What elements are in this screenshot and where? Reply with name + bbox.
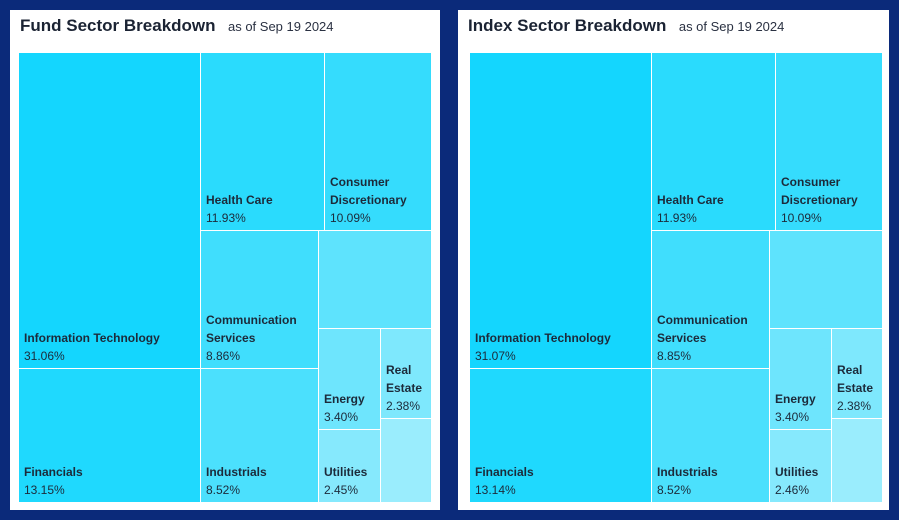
fund-sector-panel: Fund Sector Breakdown as of Sep 19 2024 … — [10, 10, 440, 510]
fund-treemap: Information Technology 31.06% Financials 13… — [19, 53, 432, 503]
tile-financials[interactable]: Financials 13.15% — [19, 369, 201, 503]
tile-unlabeled[interactable] — [832, 419, 883, 503]
sector-name: Real Estate — [386, 363, 423, 395]
tile-information-technology[interactable]: Information Technology 31.06% — [19, 53, 201, 369]
tile-information-technology[interactable]: Information Technology 31.07% — [470, 53, 652, 369]
panel-header: Index Sector Breakdown as of Sep 19 2024 — [468, 16, 784, 36]
tile-label: Industrials 8.52% — [206, 463, 267, 499]
sector-weight: 2.46% — [775, 483, 810, 497]
tile-utilities[interactable]: Utilities 2.45% — [319, 430, 381, 503]
tile-label: Financials 13.15% — [24, 463, 83, 499]
sector-name: Financials — [475, 465, 534, 479]
tile-label: Health Care 11.93% — [657, 191, 724, 227]
tile-energy[interactable]: Energy 3.40% — [319, 329, 381, 430]
sector-weight: 11.93% — [657, 211, 697, 225]
sector-name: Communication Services — [657, 313, 748, 345]
tile-label: Consumer Discretionary 10.09% — [781, 173, 882, 227]
tile-industrials[interactable]: Industrials 8.52% — [652, 369, 770, 503]
tile-label: Energy 3.40% — [775, 390, 816, 426]
tile-label: Consumer Discretionary 10.09% — [330, 173, 431, 227]
tile-label: Communication Services 8.86% — [206, 311, 318, 365]
sector-name: Industrials — [206, 465, 267, 479]
tile-unlabeled[interactable] — [770, 231, 883, 329]
tile-label: Information Technology 31.07% — [475, 329, 611, 365]
sector-name: Financials — [24, 465, 83, 479]
sector-name: Communication Services — [206, 313, 297, 345]
tile-consumer-discretionary[interactable]: Consumer Discretionary 10.09% — [776, 53, 883, 231]
index-treemap: Information Technology 31.07% Financials 13… — [470, 53, 883, 503]
sector-name: Health Care — [206, 193, 273, 207]
panel-title: Index Sector Breakdown — [468, 16, 667, 35]
sector-name: Consumer Discretionary — [781, 175, 858, 207]
sector-name: Real Estate — [837, 363, 874, 395]
sector-name: Industrials — [657, 465, 718, 479]
tile-label: Health Care 11.93% — [206, 191, 273, 227]
tile-label: Utilities 2.45% — [324, 463, 367, 499]
sector-weight: 8.85% — [657, 349, 692, 363]
sector-weight: 3.40% — [324, 410, 359, 424]
panel-date: as of Sep 19 2024 — [227, 19, 334, 34]
sector-weight: 10.09% — [330, 211, 371, 225]
tile-industrials[interactable]: Industrials 8.52% — [201, 369, 319, 503]
tile-communication-services[interactable]: Communication Services 8.86% — [201, 231, 319, 369]
sector-weight: 8.52% — [657, 483, 692, 497]
index-sector-panel: Index Sector Breakdown as of Sep 19 2024… — [458, 10, 889, 510]
tile-communication-services[interactable]: Communication Services 8.85% — [652, 231, 770, 369]
sector-weight: 31.07% — [475, 349, 516, 363]
sector-weight: 2.45% — [324, 483, 359, 497]
sector-weight: 2.38% — [837, 399, 872, 413]
sector-name: Consumer Discretionary — [330, 175, 407, 207]
sector-weight: 11.93% — [206, 211, 246, 225]
sector-name: Energy — [775, 392, 816, 406]
sector-weight: 8.86% — [206, 349, 241, 363]
sector-name: Energy — [324, 392, 365, 406]
tile-unlabeled[interactable] — [381, 419, 432, 503]
sector-weight: 31.06% — [24, 349, 65, 363]
tile-label: Real Estate 2.38% — [837, 361, 882, 415]
tile-label: Real Estate 2.38% — [386, 361, 431, 415]
sector-name: Utilities — [324, 465, 368, 479]
tile-label: Information Technology 31.06% — [24, 329, 160, 365]
tile-label: Energy 3.40% — [324, 390, 365, 426]
sector-weight: 13.14% — [475, 483, 516, 497]
tile-health-care[interactable]: Health Care 11.93% — [652, 53, 776, 231]
tile-financials[interactable]: Financials 13.14% — [470, 369, 652, 503]
sector-name: Utilities — [775, 465, 819, 479]
tile-utilities[interactable]: Utilities 2.46% — [770, 430, 832, 503]
sector-weight: 8.52% — [206, 483, 241, 497]
sector-weight: 2.38% — [386, 399, 421, 413]
sector-weight: 3.40% — [775, 410, 810, 424]
sector-name: Information Technology — [24, 331, 160, 345]
panel-date: as of Sep 19 2024 — [678, 19, 785, 34]
tile-label: Industrials 8.52% — [657, 463, 718, 499]
panel-header: Fund Sector Breakdown as of Sep 19 2024 — [20, 16, 334, 36]
tile-real-estate[interactable]: Real Estate 2.38% — [832, 329, 883, 419]
sector-name: Information Technology — [475, 331, 611, 345]
sector-weight: 10.09% — [781, 211, 822, 225]
tile-unlabeled[interactable] — [319, 231, 432, 329]
tile-label: Utilities 2.46% — [775, 463, 818, 499]
sector-name: Health Care — [657, 193, 724, 207]
tile-label: Communication Services 8.85% — [657, 311, 769, 365]
panel-title: Fund Sector Breakdown — [20, 16, 216, 35]
sector-weight: 13.15% — [24, 483, 65, 497]
tile-health-care[interactable]: Health Care 11.93% — [201, 53, 325, 231]
tile-consumer-discretionary[interactable]: Consumer Discretionary 10.09% — [325, 53, 432, 231]
tile-energy[interactable]: Energy 3.40% — [770, 329, 832, 430]
tile-real-estate[interactable]: Real Estate 2.38% — [381, 329, 432, 419]
tile-label: Financials 13.14% — [475, 463, 534, 499]
